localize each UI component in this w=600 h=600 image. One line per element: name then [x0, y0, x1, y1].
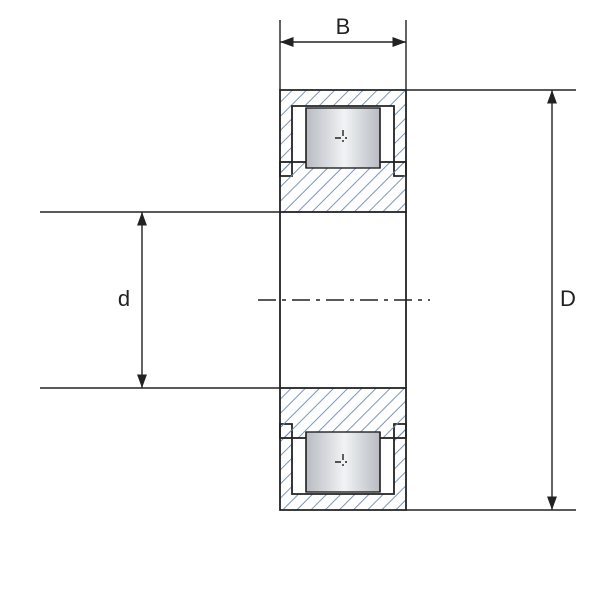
label-d: d: [118, 286, 130, 311]
inner-ring-section: [280, 388, 406, 438]
roller: [306, 108, 380, 168]
inner-ring-section: [280, 162, 406, 212]
roller: [306, 432, 380, 492]
label-D: D: [560, 286, 576, 311]
label-B: B: [336, 14, 351, 39]
